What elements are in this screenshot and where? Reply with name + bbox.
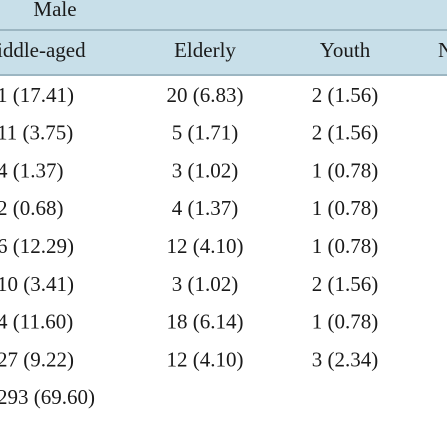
table-cell: 3 (1.02) (172, 272, 239, 296)
table-cell: 10 (3.41) (0, 272, 74, 296)
table-cell: 5 (1.71) (172, 121, 239, 145)
table-cell: 3 (1.02) (172, 158, 239, 182)
table-cell: 293 (69.60) (0, 385, 95, 409)
table-cell: 1 (0.78) (312, 196, 379, 220)
table-cell: 1 (17.41) (0, 83, 74, 107)
column-header: iddle-aged (0, 38, 86, 62)
table-cell: 2 (1.56) (312, 121, 379, 145)
table-cell: 2 (1.56) (312, 83, 379, 107)
group-label: Male (33, 0, 76, 21)
column-header: N (438, 38, 447, 62)
table-cell: 2 (0.68) (0, 196, 64, 220)
table-cell: 3 (2.34) (312, 347, 379, 371)
column-header: Youth (320, 38, 371, 62)
table-cell: 1 (0.78) (312, 310, 379, 334)
table-cell: 12 (4.10) (167, 347, 244, 371)
table-cell: 18 (6.14) (167, 310, 244, 334)
table-cell: 11 (3.75) (0, 121, 73, 145)
table-cell: 27 (9.22) (0, 347, 74, 371)
table-cell: 4 (1.37) (0, 158, 64, 182)
table-cell: 2 (1.56) (312, 272, 379, 296)
table-cell: 6 (12.29) (0, 234, 74, 258)
header-background (0, 0, 447, 76)
table-cell: 1 (0.78) (312, 158, 379, 182)
table-cell: 4 (1.37) (172, 196, 239, 220)
table-cell: 20 (6.83) (167, 83, 244, 107)
table-cell: 12 (4.10) (167, 234, 244, 258)
column-header: Elderly (174, 38, 236, 62)
table-cell: 4 (11.60) (0, 310, 73, 334)
table-cell: 1 (0.78) (312, 234, 379, 258)
